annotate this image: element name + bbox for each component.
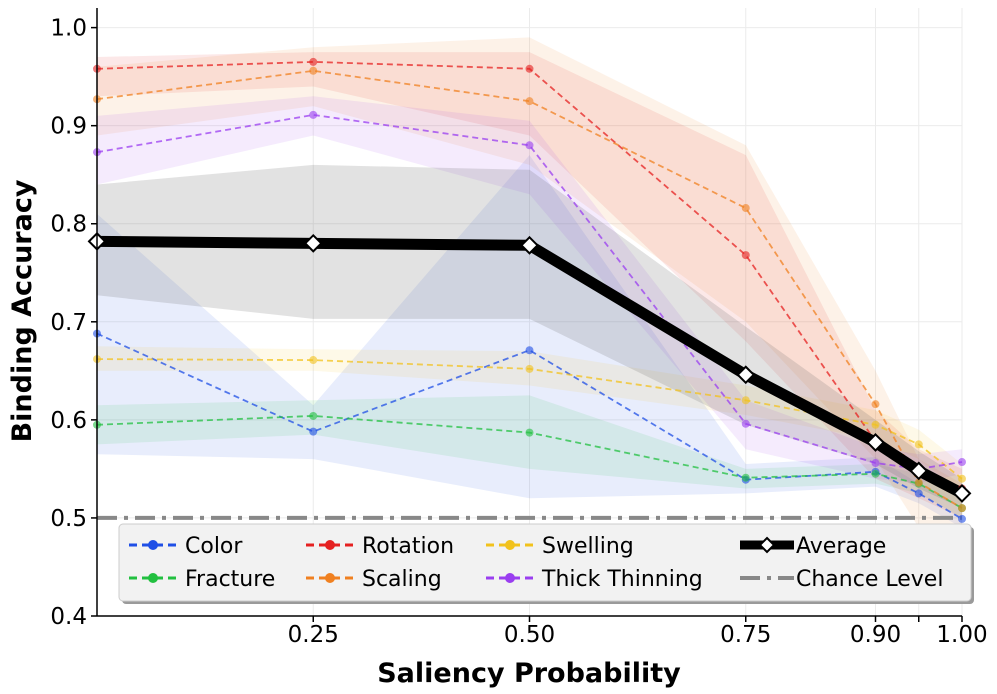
data-point-rotation	[741, 251, 750, 260]
data-point-thick-thinning	[871, 459, 880, 468]
data-point-average	[952, 484, 972, 503]
data-point-thick-thinning	[958, 458, 966, 467]
data-point-color	[309, 427, 318, 436]
data-point-rotation	[525, 64, 534, 73]
data-point-average	[866, 433, 885, 452]
x-tick-label: 0.75	[720, 622, 771, 648]
x-tick-label: 0.90	[850, 622, 901, 648]
data-point-color	[525, 346, 534, 355]
data-point-swelling	[914, 440, 923, 449]
y-tick-label: 0.4	[50, 604, 87, 630]
data-point-average	[520, 235, 539, 255]
x-axis-title: Saliency Probability	[377, 658, 681, 689]
legend-color-marker	[148, 540, 158, 550]
data-point-swelling	[309, 356, 318, 365]
data-point-color	[914, 489, 923, 498]
data-point-thick-thinning	[309, 110, 318, 119]
data-point-thick-thinning	[741, 419, 750, 428]
legend-swelling-label: Swelling	[542, 534, 634, 559]
y-tick-label: 0.9	[50, 114, 87, 140]
confidence-band-scaling	[97, 37, 962, 548]
data-point-scaling	[309, 66, 318, 75]
data-point-swelling	[741, 396, 750, 405]
confidence-bands	[97, 37, 962, 548]
data-point-average	[909, 461, 929, 481]
data-point-average	[736, 365, 756, 385]
data-point-swelling	[958, 474, 966, 483]
x-tick-label: 1.00	[936, 622, 987, 648]
legend-thick-thinning-label: Thick Thinning	[541, 567, 703, 592]
legend-scaling-label: Scaling	[362, 567, 442, 592]
data-point-scaling	[741, 204, 750, 213]
y-axis-title: Binding Accuracy	[7, 179, 38, 442]
series-lines	[87, 57, 972, 523]
legend-scaling-marker	[325, 573, 335, 583]
confidence-band-thick-thinning	[97, 96, 962, 484]
y-tick-label: 0.7	[50, 310, 87, 336]
data-point-fracture	[741, 473, 750, 482]
data-point-swelling	[871, 420, 880, 429]
data-point-scaling	[525, 97, 534, 106]
legend-color-label: Color	[185, 534, 243, 559]
data-point-scaling	[958, 504, 966, 513]
legend-thick-thinning-marker	[505, 573, 515, 583]
data-point-scaling	[914, 478, 923, 487]
data-point-swelling	[525, 364, 534, 373]
data-point-fracture	[871, 469, 880, 478]
legend-average-label: Average	[796, 534, 886, 559]
legend-fracture-label: Fracture	[185, 567, 275, 592]
legend-swelling-marker	[505, 540, 515, 550]
legend-fracture-marker	[148, 573, 158, 583]
y-tick-label: 0.5	[50, 506, 87, 532]
x-tick-label: 0.25	[288, 622, 339, 648]
data-point-color	[958, 514, 966, 523]
tick-labels: 0.4 0.5 0.6 0.7 0.8 0.9 1.0 0.25 0.50 0.75 0.90 1.0…	[50, 16, 987, 648]
data-point-fracture	[309, 411, 318, 420]
y-tick-label: 1.0	[50, 16, 87, 42]
legend-average-marker	[758, 536, 776, 554]
legend: Color Fracture Rotation Scaling Swelling Thic…	[118, 523, 974, 604]
data-point-fracture	[525, 428, 534, 437]
data-point-average	[303, 233, 323, 253]
y-tick-label: 0.8	[50, 212, 87, 238]
confidence-band-fracture	[97, 395, 962, 518]
legend-rotation-marker	[325, 540, 335, 550]
legend-chance-level-label: Chance Level	[796, 567, 943, 592]
data-point-rotation	[309, 57, 318, 66]
x-tick-label: 0.50	[504, 622, 555, 648]
confidence-band-swelling	[97, 346, 962, 494]
y-tick-label: 0.6	[50, 408, 87, 434]
confidence-band-rotation	[97, 52, 962, 518]
data-point-thick-thinning	[525, 141, 534, 150]
data-point-scaling	[871, 400, 880, 409]
legend-rotation-label: Rotation	[362, 534, 454, 559]
